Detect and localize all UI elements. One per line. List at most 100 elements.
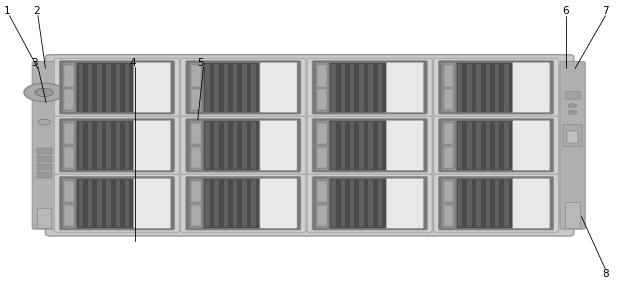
Bar: [504, 180, 509, 227]
Bar: [64, 89, 74, 110]
Bar: [106, 180, 111, 227]
Bar: [458, 122, 463, 170]
Bar: [116, 180, 120, 227]
Bar: [233, 122, 238, 170]
Bar: [317, 205, 327, 226]
Bar: [204, 121, 259, 170]
Bar: [233, 180, 238, 227]
Bar: [317, 123, 327, 144]
Bar: [78, 180, 83, 227]
Bar: [359, 64, 364, 111]
Bar: [191, 123, 200, 144]
FancyBboxPatch shape: [386, 62, 423, 112]
FancyBboxPatch shape: [133, 120, 171, 170]
Bar: [504, 64, 509, 111]
Text: 6: 6: [562, 6, 569, 17]
FancyBboxPatch shape: [513, 178, 550, 228]
Bar: [341, 180, 345, 227]
Bar: [467, 180, 471, 227]
Bar: [242, 122, 246, 170]
FancyBboxPatch shape: [54, 174, 179, 232]
Bar: [37, 164, 52, 170]
Bar: [378, 64, 382, 111]
Bar: [444, 181, 453, 202]
Bar: [442, 63, 454, 112]
FancyBboxPatch shape: [54, 116, 179, 174]
FancyBboxPatch shape: [133, 62, 171, 112]
Bar: [204, 63, 259, 112]
Circle shape: [24, 83, 64, 101]
Bar: [495, 122, 499, 170]
Bar: [224, 64, 228, 111]
Bar: [78, 64, 83, 111]
Bar: [444, 65, 453, 87]
Bar: [77, 121, 133, 170]
FancyBboxPatch shape: [54, 58, 179, 116]
Bar: [252, 122, 256, 170]
Bar: [368, 180, 373, 227]
Bar: [191, 205, 200, 226]
Bar: [116, 64, 120, 111]
Text: 4: 4: [130, 58, 136, 68]
FancyBboxPatch shape: [181, 58, 306, 116]
Bar: [252, 64, 256, 111]
FancyBboxPatch shape: [312, 177, 427, 230]
Bar: [565, 91, 580, 99]
Bar: [37, 172, 52, 178]
Text: 8: 8: [602, 268, 609, 279]
Bar: [495, 64, 499, 111]
Bar: [252, 180, 256, 227]
Bar: [477, 180, 481, 227]
Bar: [78, 122, 83, 170]
Bar: [485, 180, 490, 227]
Bar: [214, 122, 219, 170]
Bar: [442, 121, 454, 170]
Bar: [456, 63, 512, 112]
Bar: [341, 122, 345, 170]
FancyBboxPatch shape: [513, 62, 550, 112]
Bar: [330, 63, 386, 112]
Bar: [116, 122, 120, 170]
Bar: [64, 65, 74, 87]
Bar: [204, 179, 259, 228]
Bar: [350, 122, 355, 170]
Bar: [106, 64, 111, 111]
Bar: [37, 208, 51, 228]
FancyBboxPatch shape: [181, 116, 306, 174]
Bar: [88, 180, 92, 227]
Bar: [316, 63, 328, 112]
FancyBboxPatch shape: [59, 61, 174, 114]
FancyBboxPatch shape: [186, 61, 301, 114]
Bar: [331, 122, 336, 170]
Bar: [205, 180, 210, 227]
Bar: [190, 121, 202, 170]
Text: 3: 3: [32, 58, 38, 68]
Bar: [125, 180, 130, 227]
Bar: [458, 64, 463, 111]
Bar: [341, 64, 345, 111]
Bar: [64, 205, 74, 226]
Bar: [495, 180, 499, 227]
Bar: [97, 122, 102, 170]
Bar: [63, 63, 75, 112]
FancyBboxPatch shape: [260, 62, 297, 112]
Bar: [330, 121, 386, 170]
Bar: [106, 122, 111, 170]
Bar: [331, 180, 336, 227]
Bar: [125, 122, 130, 170]
Bar: [331, 64, 336, 111]
Circle shape: [35, 88, 53, 97]
Text: 1: 1: [4, 6, 11, 17]
Bar: [214, 64, 219, 111]
FancyBboxPatch shape: [312, 61, 427, 114]
Bar: [350, 180, 355, 227]
Text: 2: 2: [33, 6, 40, 17]
Bar: [97, 64, 102, 111]
Bar: [88, 122, 92, 170]
Bar: [456, 121, 512, 170]
FancyBboxPatch shape: [307, 116, 432, 174]
FancyBboxPatch shape: [439, 177, 554, 230]
FancyBboxPatch shape: [186, 177, 301, 230]
Circle shape: [38, 119, 51, 125]
Bar: [37, 148, 52, 154]
